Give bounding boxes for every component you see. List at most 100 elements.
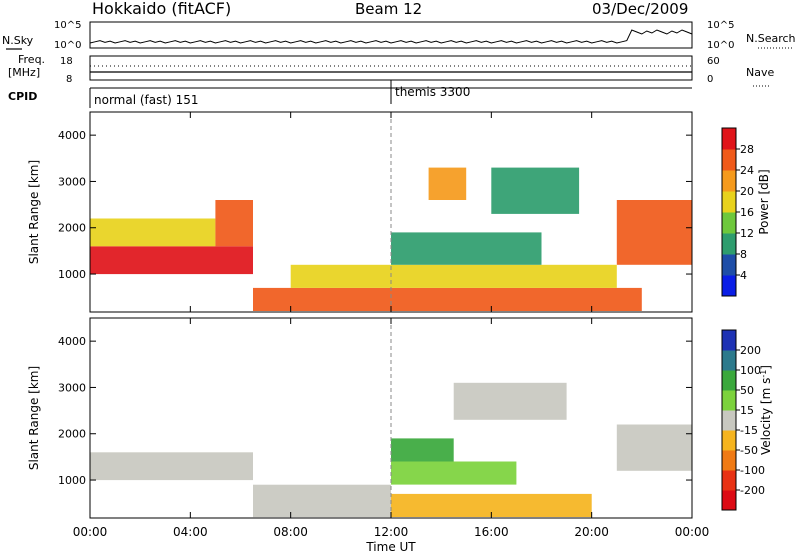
noise-left-tick-top: 10^5 bbox=[54, 20, 81, 31]
x-tick-label: 16:00 bbox=[474, 525, 509, 539]
colorbar-swatch bbox=[722, 191, 736, 213]
colorbar-frame bbox=[721, 329, 737, 511]
colorbar-tick-label: 50 bbox=[740, 384, 754, 397]
noise-search-label: N.Search bbox=[746, 32, 796, 45]
colorbar-tick-label: 24 bbox=[740, 164, 754, 177]
x-tick-label: 08:00 bbox=[273, 525, 308, 539]
heatmap-cell bbox=[428, 167, 467, 200]
colorbar-swatch bbox=[722, 450, 736, 471]
heatmap-cell bbox=[491, 167, 580, 214]
y-tick-label: 4000 bbox=[58, 129, 86, 142]
velocity-colorbar-label-sup: -1 bbox=[759, 370, 768, 378]
noise-panel: N.Sky 10^5 10^0 10^5 10^0 N.Search bbox=[2, 20, 796, 51]
colorbar-tick-label: 4 bbox=[740, 269, 747, 282]
heatmap-cell bbox=[90, 218, 216, 247]
power-y-ticks: 1000 2000 3000 4000 bbox=[58, 129, 692, 281]
noise-left-tick-bottom: 10^0 bbox=[54, 40, 81, 51]
velocity-colorbar-label-main: Velocity [m s bbox=[759, 378, 773, 455]
colorbar-swatch bbox=[722, 128, 736, 150]
colorbar-swatch bbox=[722, 490, 736, 511]
y-tick-label: 1000 bbox=[58, 474, 86, 487]
cpid-label: CPID bbox=[8, 90, 37, 103]
colorbar-tick-label: 28 bbox=[740, 143, 754, 156]
heatmap-cell bbox=[253, 287, 642, 311]
colorbar-swatch bbox=[722, 390, 736, 411]
colorbar-swatch bbox=[722, 350, 736, 371]
velocity-ylabel: Slant Range [km] bbox=[27, 366, 41, 470]
heatmap-cell bbox=[290, 264, 617, 288]
cpid-program-2: themis 3300 bbox=[395, 85, 470, 99]
colorbar-tick-label: 100 bbox=[740, 364, 761, 377]
x-tick-label: 20:00 bbox=[574, 525, 609, 539]
noise-plot-frame bbox=[89, 21, 693, 49]
x-tick-label: 12:00 bbox=[374, 525, 409, 539]
freq-plot-frame bbox=[89, 55, 693, 81]
freq-label: Freq. bbox=[18, 53, 45, 66]
velocity-colorbar-label: Velocity [m s-1] bbox=[759, 365, 774, 455]
freq-right-tick-top: 60 bbox=[707, 56, 720, 67]
x-axis-label: Time UT bbox=[365, 540, 416, 554]
y-tick-label: 2000 bbox=[58, 428, 86, 441]
colorbar-tick-label: 8 bbox=[740, 248, 747, 261]
velocity-heatmap bbox=[90, 318, 693, 518]
noise-sky-label: N.Sky bbox=[2, 34, 34, 47]
colorbar-tick-label: 12 bbox=[740, 227, 754, 240]
x-tick-label: 00:00 bbox=[675, 525, 710, 539]
colorbar-swatch bbox=[722, 410, 736, 431]
nave-label: Nave bbox=[746, 66, 774, 79]
colorbar-tick-label: 200 bbox=[740, 344, 761, 357]
heatmap-cell bbox=[391, 461, 517, 485]
colorbar-swatch bbox=[722, 254, 736, 276]
velocity-colorbar-label-end: ] bbox=[759, 365, 773, 370]
velocity-y-ticks: 1000 2000 3000 4000 bbox=[58, 335, 692, 487]
colorbar-tick-label: -200 bbox=[740, 484, 765, 497]
freq-left-tick-top: 18 bbox=[60, 56, 73, 67]
freq-right-tick-bottom: 0 bbox=[707, 74, 713, 85]
y-tick-label: 3000 bbox=[58, 381, 86, 394]
velocity-panel: 1000 2000 3000 4000 Slant Range [km] -200 -1… bbox=[27, 317, 774, 519]
heatmap-cell bbox=[453, 382, 567, 420]
heatmap-cell bbox=[616, 424, 693, 471]
power-colorbar: 4 8 12 16 20 24 28 bbox=[721, 127, 754, 297]
colorbar-swatch bbox=[722, 149, 736, 171]
freq-left-tick-bottom: 8 bbox=[66, 74, 72, 85]
heatmap-cell bbox=[253, 484, 391, 518]
cpid-panel: CPID normal (fast) 151 themis 3300 bbox=[8, 80, 692, 108]
y-tick-label: 2000 bbox=[58, 222, 86, 235]
freq-unit-label: [MHz] bbox=[8, 66, 40, 79]
colorbar-swatch bbox=[722, 330, 736, 351]
heatmap-cell bbox=[215, 200, 253, 247]
colorbar-swatch bbox=[722, 170, 736, 192]
cpid-program-1: normal (fast) 151 bbox=[94, 93, 198, 107]
beam-title: Beam 12 bbox=[355, 0, 422, 18]
colorbar-swatch bbox=[722, 470, 736, 491]
heatmap-cell bbox=[391, 438, 454, 462]
colorbar-tick-label: -50 bbox=[740, 444, 758, 457]
power-ylabel: Slant Range [km] bbox=[27, 160, 41, 264]
velocity-colorbar: -200 -100 -50 -15 15 50 100 200 bbox=[721, 329, 765, 511]
x-axis-ticks: 00:00 04:00 08:00 12:00 16:00 20:00 00:00 bbox=[73, 112, 710, 539]
x-tick-label: 00:00 bbox=[73, 525, 108, 539]
colorbar-tick-label: -100 bbox=[740, 464, 765, 477]
y-tick-label: 1000 bbox=[58, 268, 86, 281]
noise-sky-trace bbox=[89, 29, 693, 44]
heatmap-cell bbox=[90, 452, 253, 481]
date-title: 03/Dec/2009 bbox=[592, 0, 688, 18]
colorbar-swatch bbox=[722, 430, 736, 451]
colorbar-tick-label: -15 bbox=[740, 424, 758, 437]
colorbar-swatch bbox=[722, 275, 736, 297]
colorbar-tick-label: 15 bbox=[740, 404, 754, 417]
heatmap-cell bbox=[90, 246, 253, 275]
colorbar-swatch bbox=[722, 233, 736, 255]
colorbar-tick-label: 20 bbox=[740, 185, 754, 198]
power-panel: 1000 2000 3000 4000 Slant Range [km] 4 8 12 16… bbox=[27, 111, 771, 313]
y-tick-label: 4000 bbox=[58, 335, 86, 348]
heatmap-cell bbox=[391, 232, 542, 265]
noise-right-tick-bottom: 10^0 bbox=[707, 40, 734, 51]
colorbar-swatch bbox=[722, 212, 736, 234]
noise-right-tick-top: 10^5 bbox=[707, 20, 734, 31]
heatmap-cell bbox=[616, 200, 693, 265]
power-heatmap bbox=[90, 112, 693, 312]
station-title: Hokkaido (fitACF) bbox=[92, 0, 231, 18]
